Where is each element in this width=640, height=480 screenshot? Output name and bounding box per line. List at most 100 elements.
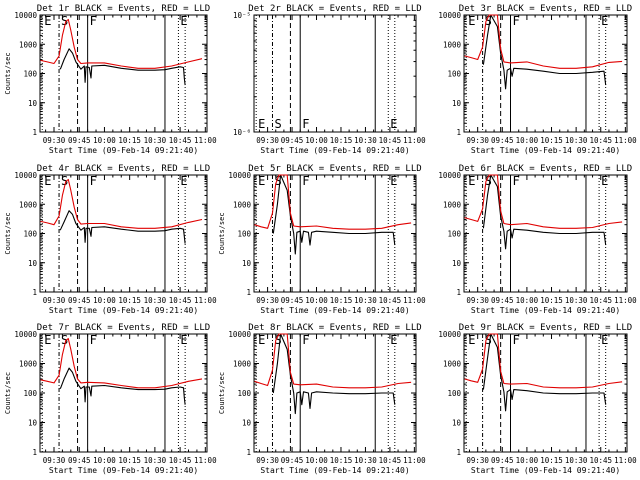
events-series-line bbox=[272, 333, 396, 415]
events-series-line bbox=[59, 367, 186, 405]
x-tick-label: 11:00 bbox=[194, 136, 217, 145]
event-marker-label: F bbox=[302, 117, 309, 131]
event-marker-label: E bbox=[601, 333, 608, 347]
events-series-line bbox=[482, 333, 607, 412]
x-tick-label: 10:45 bbox=[379, 136, 402, 145]
event-marker-label: S bbox=[274, 174, 281, 188]
event-marker-label: E bbox=[180, 174, 187, 188]
y-tick-label: 10000 bbox=[14, 330, 37, 339]
event-marker-label: F bbox=[302, 174, 309, 188]
x-tick-label: 09:45 bbox=[281, 456, 304, 465]
y-tick-label: 10 bbox=[452, 419, 462, 428]
lld-series-line bbox=[40, 18, 203, 69]
y-tick-label: 1000 bbox=[19, 40, 38, 49]
y-tick-label: 1000 bbox=[19, 200, 38, 209]
event-marker-label: F bbox=[512, 174, 519, 188]
x-tick-label: 09:30 bbox=[43, 456, 66, 465]
y-tick-label: 10 bbox=[242, 419, 252, 428]
x-tick-label: 10:15 bbox=[540, 296, 563, 305]
y-tick-label: 100 bbox=[23, 230, 37, 239]
y-axis-label: Counts/sec bbox=[218, 212, 226, 254]
event-marker-label: E bbox=[44, 174, 51, 188]
chart-panel-6: Det 6r BLACK = Events, RED = LLD 1 10 100 10… bbox=[438, 164, 637, 315]
x-tick-label: 10:30 bbox=[354, 456, 377, 465]
event-marker-label: E bbox=[390, 333, 397, 347]
x-tick-label: 09:30 bbox=[256, 136, 279, 145]
y-tick-label: 10 bbox=[28, 259, 38, 268]
event-marker-label: S bbox=[274, 333, 281, 347]
x-tick-label: 10:30 bbox=[565, 136, 588, 145]
x-tick-label: 10:15 bbox=[330, 136, 353, 145]
x-tick-label: 09:45 bbox=[68, 296, 91, 305]
x-tick-label: 11:00 bbox=[403, 456, 426, 465]
x-axis-label: Start Time (09-Feb-14 09:21:40) bbox=[49, 466, 198, 475]
x-tick-label: 10:30 bbox=[354, 136, 377, 145]
x-tick-label: 10:00 bbox=[93, 296, 116, 305]
lld-series-line bbox=[254, 333, 412, 389]
chart-title: Det 2r BLACK = Events, RED = LLD bbox=[248, 4, 421, 14]
event-marker-label: F bbox=[512, 14, 519, 28]
y-tick-label: 10 bbox=[28, 419, 38, 428]
event-marker-label: E bbox=[180, 14, 187, 28]
lld-series-line bbox=[40, 338, 203, 389]
x-tick-label: 10:00 bbox=[93, 136, 116, 145]
y-tick-label: 1 bbox=[246, 448, 251, 457]
x-tick-label: 10:00 bbox=[516, 456, 539, 465]
x-tick-label: 10:45 bbox=[589, 456, 612, 465]
x-tick-label: 10:15 bbox=[118, 136, 141, 145]
event-marker-label: E bbox=[258, 174, 265, 188]
x-tick-label: 09:45 bbox=[281, 296, 304, 305]
x-tick-label: 10:30 bbox=[565, 456, 588, 465]
y-tick-label: 10⁻⁵ bbox=[233, 11, 251, 20]
x-tick-label: 11:00 bbox=[194, 296, 217, 305]
event-marker-label: S bbox=[485, 14, 492, 28]
y-tick-label: 1 bbox=[32, 128, 37, 137]
x-tick-label: 10:45 bbox=[169, 456, 192, 465]
x-tick-label: 10:15 bbox=[118, 456, 141, 465]
x-tick-label: 10:15 bbox=[540, 456, 563, 465]
y-tick-label: 1 bbox=[456, 448, 461, 457]
y-tick-label: 100 bbox=[237, 389, 251, 398]
y-tick-label: 100 bbox=[447, 70, 461, 79]
x-tick-label: 10:45 bbox=[589, 296, 612, 305]
chart-title: Det 9r BLACK = Events, RED = LLD bbox=[459, 323, 632, 333]
x-tick-label: 09:45 bbox=[68, 456, 91, 465]
x-axis-label: Start Time (09-Feb-14 09:21:40) bbox=[49, 306, 198, 315]
y-tick-label: 10⁻⁶ bbox=[233, 128, 251, 137]
x-tick-label: 11:00 bbox=[614, 456, 637, 465]
event-marker-label: E bbox=[601, 174, 608, 188]
chart-title: Det 6r BLACK = Events, RED = LLD bbox=[459, 164, 632, 174]
event-marker-label: E bbox=[180, 333, 187, 347]
event-marker-label: S bbox=[485, 333, 492, 347]
y-tick-label: 10000 bbox=[438, 330, 461, 339]
events-series-line bbox=[59, 48, 186, 86]
x-axis-label: Start Time (09-Feb-14 09:21:40) bbox=[260, 466, 409, 475]
chart-title: Det 7r BLACK = Events, RED = LLD bbox=[37, 323, 210, 333]
y-tick-label: 10000 bbox=[438, 11, 461, 20]
x-tick-label: 10:00 bbox=[93, 456, 116, 465]
x-tick-label: 09:30 bbox=[466, 136, 489, 145]
chart-panel-8: Det 8r BLACK = Events, RED = LLD 1 10 100 10… bbox=[218, 323, 426, 475]
x-axis-label: Start Time (09-Feb-14 09:21:40) bbox=[49, 146, 198, 155]
event-marker-label: E bbox=[390, 117, 397, 131]
x-tick-label: 09:45 bbox=[491, 136, 514, 145]
x-tick-label: 09:45 bbox=[68, 136, 91, 145]
chart-title: Det 5r BLACK = Events, RED = LLD bbox=[248, 164, 421, 174]
events-series-line bbox=[482, 174, 607, 250]
x-tick-label: 10:15 bbox=[540, 136, 563, 145]
event-marker-label: E bbox=[601, 14, 608, 28]
y-tick-label: 1000 bbox=[233, 200, 252, 209]
y-tick-label: 1000 bbox=[443, 200, 462, 209]
chart-panel-9: Det 9r BLACK = Events, RED = LLD 1 10 100 10… bbox=[438, 323, 637, 475]
y-tick-label: 1 bbox=[32, 288, 37, 297]
chart-title: Det 4r BLACK = Events, RED = LLD bbox=[37, 164, 210, 174]
x-axis-label: Start Time (09-Feb-14 09:21:40) bbox=[260, 306, 409, 315]
x-tick-label: 09:30 bbox=[256, 296, 279, 305]
events-series-line bbox=[59, 210, 186, 244]
chart-panel-4: Det 4r BLACK = Events, RED = LLD 1 10 100 10… bbox=[4, 164, 217, 315]
y-axis-label: Counts/sec bbox=[4, 372, 12, 414]
x-tick-label: 09:45 bbox=[491, 456, 514, 465]
